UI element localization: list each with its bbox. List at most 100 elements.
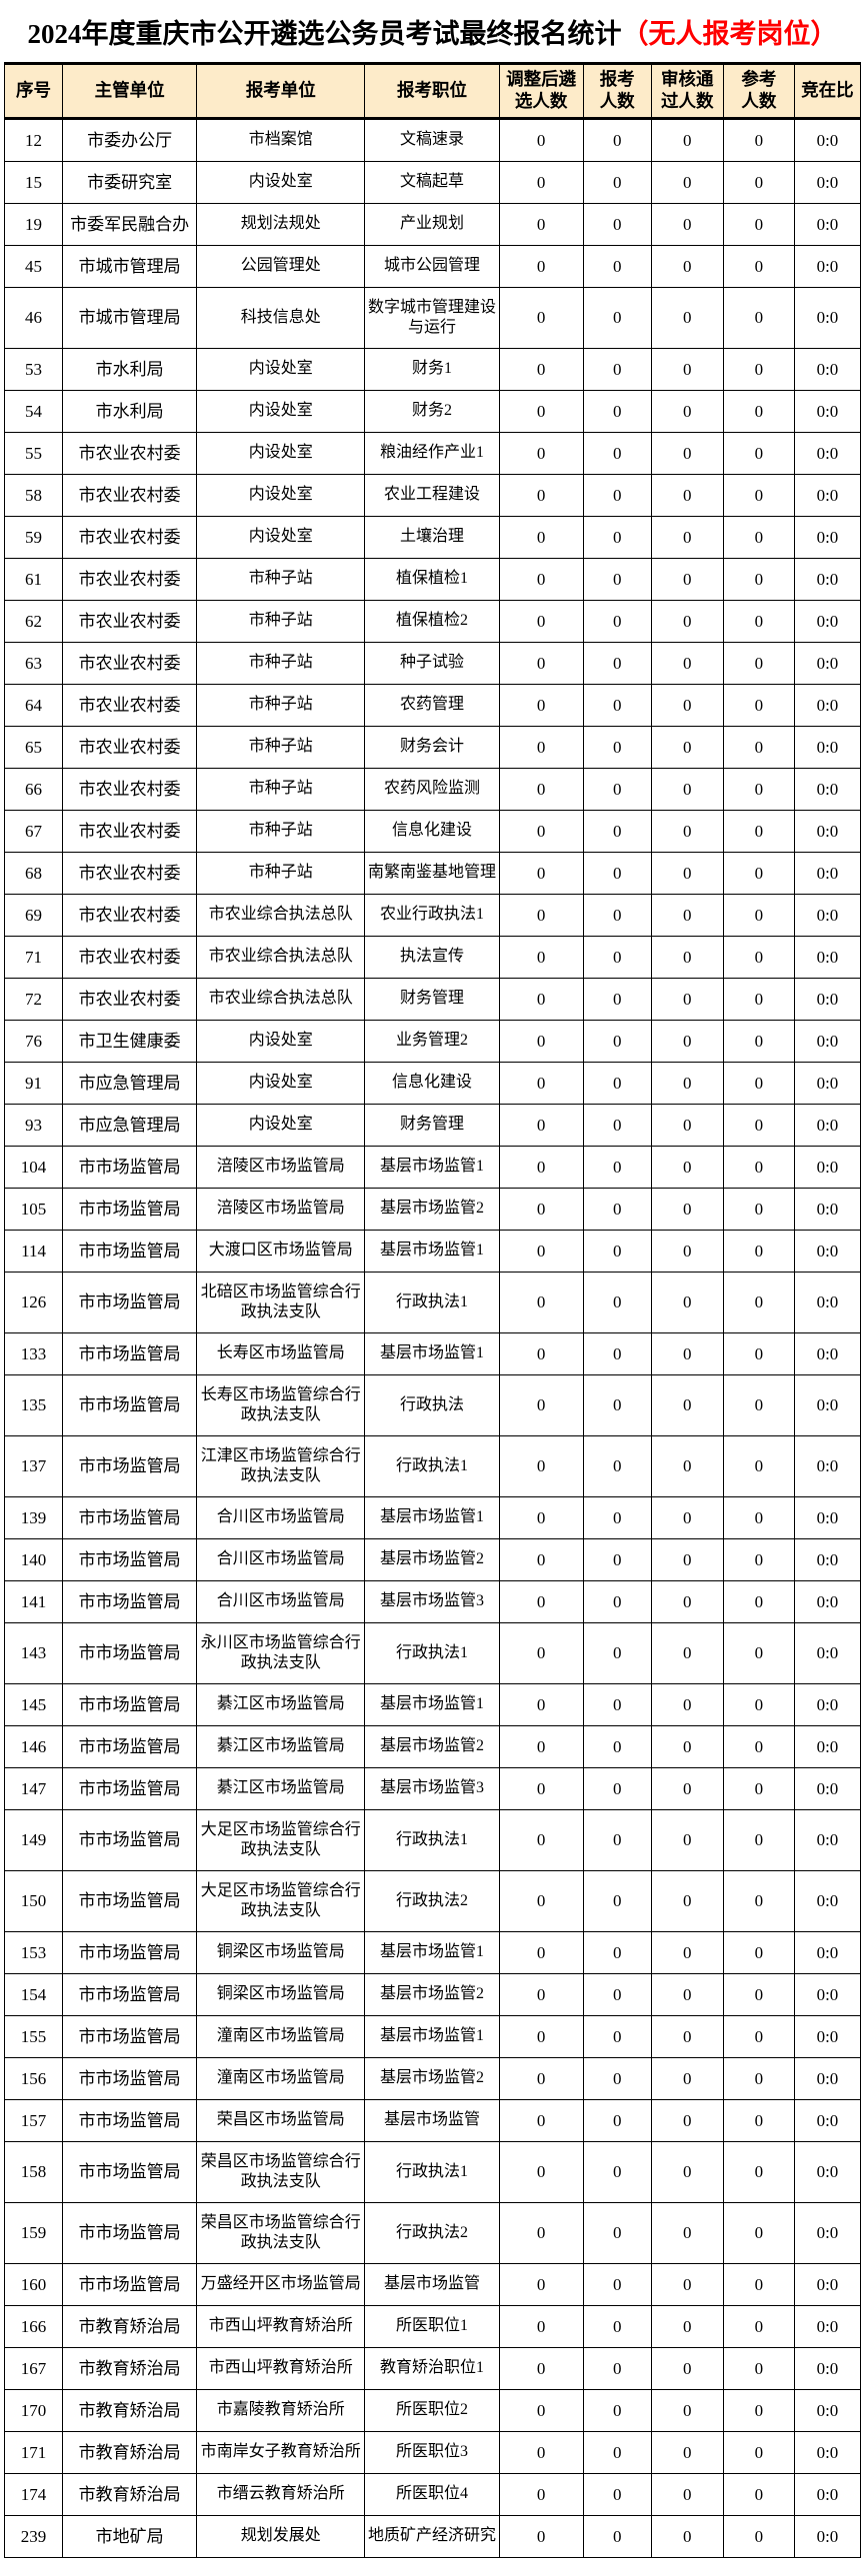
table-header-row: 序号 主管单位 报考单位 报考职位 调整后遴 选人数 报考 人数 审核通 过人数 参考 人数竞… [3,62,862,120]
table-cell: 市农业农村委 [62,725,198,769]
table-cell: 0 [498,809,584,853]
table-cell: 0 [498,515,584,559]
table-row: 155 市市场监管局 潼南区市场监管局 基层市场监管1 0 0 0 0 0:0 [3,2014,862,2058]
table-cell: 0 [582,641,652,685]
table-cell: 种子试验 [364,641,500,685]
column-header-6: 审核通 过人数 [650,62,724,120]
table-cell: 0:0 [793,117,862,162]
table-cell: 市农业综合执法总队 [196,977,366,1021]
table-cell: 市市场监管局 [62,1766,198,1810]
table-cell: 0 [722,2014,795,2058]
table-cell: 0:0 [793,2472,862,2516]
table-cell: 149 [3,1808,64,1871]
table-cell: 0 [582,1869,652,1932]
table-cell: 綦江区市场监管局 [196,1724,366,1768]
table-row: 66 市农业农村委 市种子站 农药风险监测 0 0 0 0 0:0 [3,767,862,811]
table-row: 59 市农业农村委 内设处室 土壤治理 0 0 0 0 0:0 [3,515,862,559]
table-cell: 市卫生健康委 [62,1019,198,1063]
registration-statistics-table: 序号 主管单位 报考单位 报考职位 调整后遴 选人数 报考 人数 审核通 过人数 参考 人数竞… [3,62,862,2558]
table-cell: 0 [722,1271,795,1333]
table-cell: 158 [3,2140,64,2203]
table-cell: 市市场监管局 [62,1869,198,1932]
table-cell: 荣昌区市场监管综合行政执法支队 [196,2140,366,2203]
table-cell: 0:0 [793,202,862,246]
table-cell: 潼南区市场监管局 [196,2014,366,2058]
table-cell: 0 [722,1145,795,1189]
table-cell: 基层市场监管1 [364,1331,500,1375]
table-cell: 0 [582,2304,652,2348]
table-row: 54 市水利局 内设处室 财务2 0 0 0 0 0:0 [3,389,862,433]
table-cell: 0 [582,1103,652,1147]
table-cell: 0 [722,2098,795,2142]
table-cell: 141 [3,1579,64,1623]
table-cell: 0 [650,515,724,559]
table-cell: 19 [3,202,64,246]
table-cell: 植保植检2 [364,599,500,643]
table-cell: 157 [3,2098,64,2142]
table-cell: 0 [650,2472,724,2516]
table-cell: 0 [722,1019,795,1063]
table-cell: 0:0 [793,1682,862,1726]
table-cell: 市南岸女子教育矫治所 [196,2430,366,2474]
table-cell: 行政执法1 [364,1271,500,1333]
table-row: 126 市市场监管局 北碚区市场监管综合行政执法支队 行政执法1 0 0 0 0 0:0 [3,1271,862,1333]
table-cell: 0:0 [793,599,862,643]
table-cell: 市教育矫治局 [62,2388,198,2432]
table-cell: 0 [722,1434,795,1497]
table-cell: 内设处室 [196,389,366,433]
table-cell: 市种子站 [196,557,366,601]
table-cell: 市水利局 [62,389,198,433]
table-cell: 140 [3,1537,64,1581]
table-cell: 0 [498,1808,584,1871]
table-cell: 0:0 [793,1331,862,1375]
table-cell: 行政执法1 [364,1434,500,1497]
table-cell: 0 [582,2056,652,2100]
table-cell: 大足区市场监管综合行政执法支队 [196,1808,366,1871]
table-cell: 荣昌区市场监管综合行政执法支队 [196,2201,366,2264]
table-row: 158 市市场监管局 荣昌区市场监管综合行政执法支队 行政执法1 0 0 0 0 0:0 [3,2140,862,2203]
table-cell: 0:0 [793,809,862,853]
table-cell: 内设处室 [196,473,366,517]
table-cell: 0 [582,202,652,246]
table-cell: 0 [722,2056,795,2100]
table-cell: 0 [722,2140,795,2203]
table-cell: 0 [722,1930,795,1974]
table-row: 149 市市场监管局 大足区市场监管综合行政执法支队 行政执法1 0 0 0 0 0:0 [3,1808,862,1871]
table-cell: 0 [650,2304,724,2348]
table-cell: 0 [650,1808,724,1871]
table-cell: 市农业农村委 [62,599,198,643]
table-cell: 0:0 [793,683,862,727]
table-cell: 市市场监管局 [62,2140,198,2203]
table-row: 53 市水利局 内设处室 财务1 0 0 0 0 0:0 [3,347,862,391]
table-row: 157 市市场监管局 荣昌区市场监管局 基层市场监管 0 0 0 0 0:0 [3,2098,862,2142]
table-cell: 0 [722,2514,795,2558]
table-cell: 0 [498,2056,584,2100]
table-cell: 0 [498,1271,584,1333]
table-cell: 0 [582,286,652,349]
table-cell: 市教育矫治局 [62,2472,198,2516]
table-cell: 150 [3,1869,64,1932]
table-row: 135 市市场监管局 长寿区市场监管综合行政执法支队 行政执法 0 0 0 0 0:0 [3,1373,862,1436]
table-cell: 0 [650,1061,724,1105]
table-cell: 市委研究室 [62,160,198,204]
table-cell: 0 [582,1061,652,1105]
table-cell: 0:0 [793,2430,862,2474]
table-cell: 綦江区市场监管局 [196,1766,366,1810]
table-cell: 0:0 [793,1373,862,1436]
table-cell: 0 [650,2014,724,2058]
table-cell: 0:0 [793,1766,862,1810]
table-cell: 0:0 [793,2514,862,2558]
table-cell: 147 [3,1766,64,1810]
table-cell: 0 [582,557,652,601]
table-cell: 0 [582,2388,652,2432]
table-cell: 0 [650,202,724,246]
table-row: 58 市农业农村委 内设处室 农业工程建设 0 0 0 0 0:0 [3,473,862,517]
column-header-4: 调整后遴 选人数 [498,62,584,120]
column-header-3: 报考职位 [364,62,500,120]
table-cell: 0 [650,1271,724,1333]
table-cell: 0:0 [793,244,862,288]
table-cell: 0 [582,851,652,895]
table-cell: 0:0 [793,1808,862,1871]
table-cell: 0 [650,160,724,204]
table-cell: 0:0 [793,286,862,349]
